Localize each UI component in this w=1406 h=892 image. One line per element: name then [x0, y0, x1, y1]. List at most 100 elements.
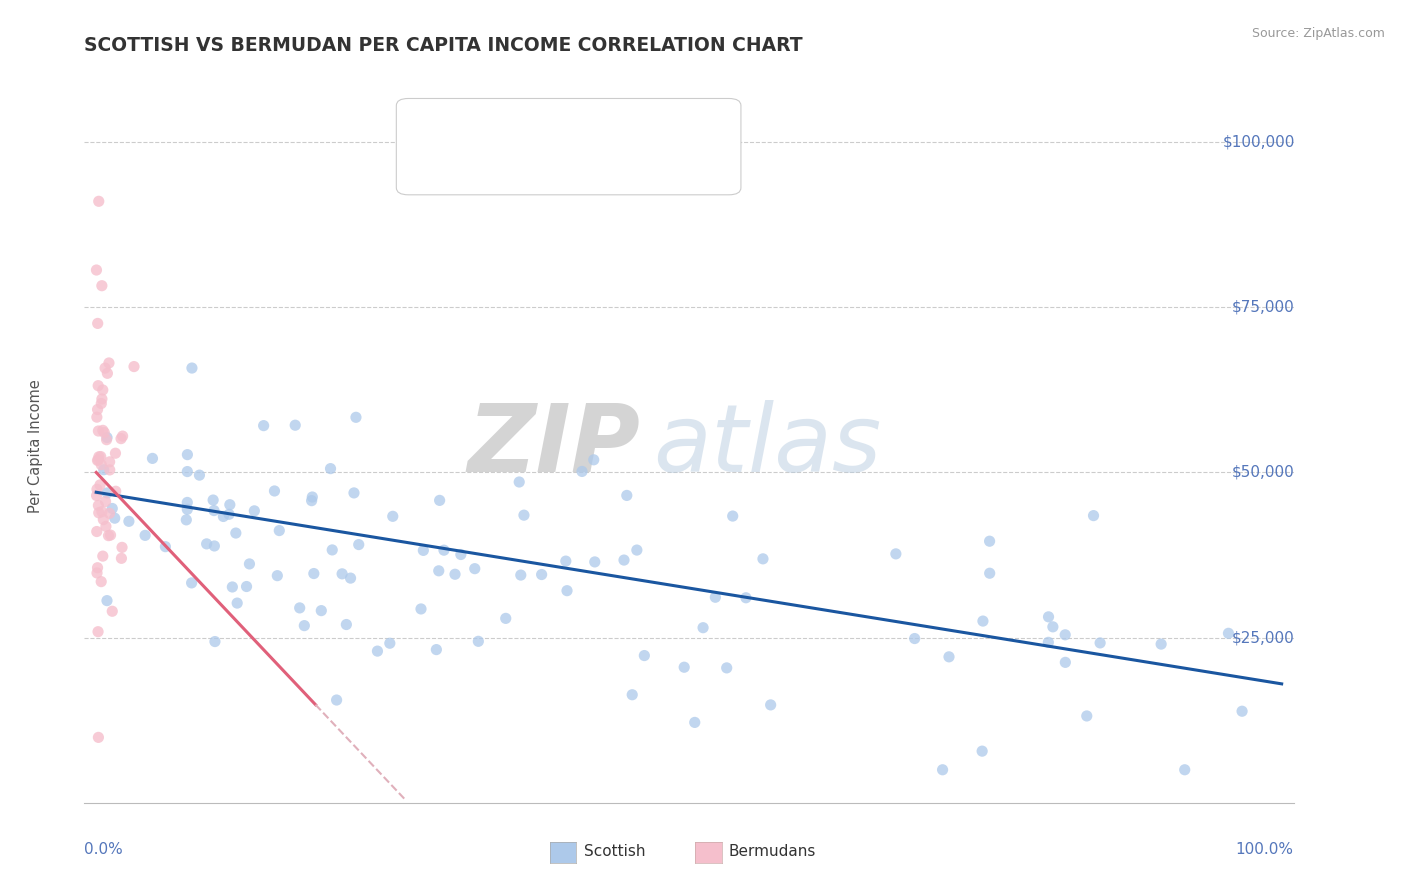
- Point: [288, 600, 311, 615]
- Point: [94, 519, 117, 533]
- Text: ZIP: ZIP: [468, 400, 641, 492]
- Text: Bermudans: Bermudans: [728, 844, 817, 859]
- Point: [571, 465, 593, 479]
- Point: [269, 524, 291, 538]
- Point: [931, 763, 953, 777]
- Text: $25,000: $25,000: [1232, 630, 1295, 645]
- Point: [554, 554, 576, 568]
- Point: [134, 528, 156, 542]
- Text: 100.0%: 100.0%: [1236, 842, 1294, 857]
- Point: [1038, 610, 1060, 624]
- Point: [284, 418, 307, 433]
- Point: [513, 508, 536, 523]
- Point: [311, 604, 333, 618]
- Point: [409, 602, 432, 616]
- Point: [141, 451, 163, 466]
- Point: [86, 566, 108, 580]
- Point: [96, 486, 118, 500]
- Point: [122, 359, 145, 374]
- Point: [98, 507, 121, 521]
- Point: [752, 552, 775, 566]
- Text: Per Capita Income: Per Capita Income: [28, 379, 44, 513]
- Text: Source: ZipAtlas.com: Source: ZipAtlas.com: [1251, 27, 1385, 40]
- Point: [218, 498, 240, 512]
- Point: [1088, 636, 1111, 650]
- Point: [716, 661, 738, 675]
- Point: [1083, 508, 1105, 523]
- Point: [104, 511, 127, 525]
- Point: [321, 543, 343, 558]
- Point: [555, 583, 578, 598]
- Point: [467, 634, 489, 648]
- Text: atlas: atlas: [652, 401, 882, 491]
- Text: $100,000: $100,000: [1222, 135, 1295, 150]
- Point: [89, 478, 111, 492]
- Point: [972, 744, 994, 758]
- Point: [1054, 656, 1077, 670]
- Point: [176, 502, 198, 516]
- Point: [86, 410, 108, 425]
- Point: [626, 543, 648, 558]
- Point: [91, 383, 114, 397]
- Point: [93, 425, 115, 440]
- Point: [759, 698, 782, 712]
- Point: [202, 539, 225, 553]
- Point: [301, 493, 323, 508]
- Point: [266, 568, 288, 582]
- Point: [87, 194, 110, 209]
- Point: [111, 429, 134, 443]
- Point: [347, 538, 370, 552]
- Point: [509, 568, 531, 582]
- Point: [335, 617, 357, 632]
- Point: [425, 642, 447, 657]
- Point: [366, 644, 388, 658]
- Point: [176, 495, 198, 509]
- Point: [1042, 620, 1064, 634]
- Point: [243, 504, 266, 518]
- Point: [433, 543, 456, 558]
- Point: [104, 446, 127, 460]
- Point: [450, 548, 472, 562]
- Point: [235, 580, 257, 594]
- Point: [319, 461, 342, 475]
- Point: [96, 593, 118, 607]
- Text: 0.0%: 0.0%: [84, 842, 124, 857]
- Point: [90, 392, 112, 406]
- Point: [1054, 628, 1077, 642]
- Point: [613, 553, 636, 567]
- Point: [225, 526, 247, 541]
- Point: [87, 378, 110, 392]
- Point: [86, 317, 108, 331]
- Point: [104, 484, 127, 499]
- Point: [583, 555, 606, 569]
- Point: [96, 430, 118, 444]
- Point: [86, 263, 108, 277]
- Point: [429, 493, 451, 508]
- Point: [101, 604, 124, 618]
- Point: [87, 453, 110, 467]
- Point: [381, 509, 404, 524]
- Point: [495, 611, 517, 625]
- Point: [263, 483, 285, 498]
- Point: [378, 636, 401, 650]
- Point: [91, 505, 114, 519]
- Point: [464, 562, 486, 576]
- Point: [1038, 635, 1060, 649]
- Point: [302, 566, 325, 581]
- Point: [90, 574, 112, 589]
- Point: [87, 424, 110, 438]
- Point: [721, 509, 744, 524]
- Point: [110, 551, 132, 566]
- Point: [292, 618, 315, 632]
- Point: [96, 433, 118, 447]
- Point: [100, 528, 122, 542]
- Point: [86, 489, 108, 503]
- Point: [339, 571, 361, 585]
- Point: [938, 649, 960, 664]
- Point: [90, 450, 112, 464]
- Point: [87, 506, 110, 520]
- Point: [1076, 709, 1098, 723]
- Point: [93, 463, 115, 477]
- FancyBboxPatch shape: [396, 98, 741, 194]
- Point: [90, 278, 112, 293]
